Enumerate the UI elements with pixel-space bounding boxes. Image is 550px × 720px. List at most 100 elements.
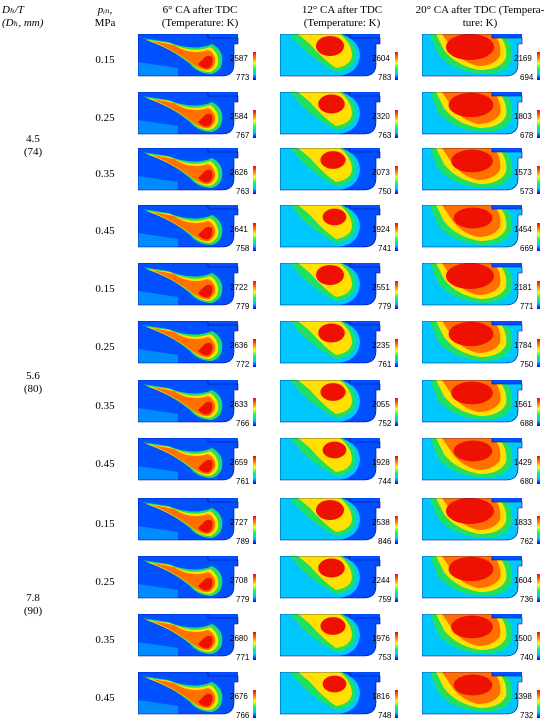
combustion-chamber-contour: [422, 34, 523, 77]
temperature-colorbar: [537, 456, 540, 484]
max-temperature-label: 1561: [514, 400, 532, 409]
temperature-contour-cell: 2320 763: [280, 92, 420, 140]
max-temperature-label: 1429: [514, 458, 532, 467]
temperature-colorbar: [395, 456, 398, 484]
min-temperature-label: 753: [378, 653, 392, 662]
temperature-colorbar: [537, 574, 540, 602]
combustion-chamber-contour: [422, 321, 523, 364]
diameter-label: (Dₕ, mm): [2, 17, 44, 29]
max-temperature-label: 2584: [230, 112, 248, 121]
combustion-chamber-contour: [280, 92, 381, 135]
temperature-contour-cell: 1500 740: [422, 614, 550, 662]
max-temperature-label: 2181: [514, 283, 532, 292]
max-temperature-label: 2680: [230, 634, 248, 643]
temperature-contour-cell: 1784 750: [422, 321, 550, 369]
temperature-colorbar: [395, 339, 398, 367]
min-temperature-label: 772: [236, 360, 250, 369]
combustion-chamber-contour: [138, 263, 239, 306]
max-temperature-label: 1816: [372, 692, 390, 701]
combustion-chamber-contour: [280, 438, 381, 481]
min-temperature-label: 762: [520, 537, 534, 546]
temperature-contour-cell: 2538 846: [280, 498, 420, 546]
max-temperature-label: 1398: [514, 692, 532, 701]
combustion-chamber-contour: [138, 556, 239, 599]
pin-value: 0.35: [95, 400, 115, 412]
temperature-contour-cell: 1816 748: [280, 672, 420, 720]
temperature-colorbar: [253, 632, 256, 660]
temperature-colorbar: [395, 110, 398, 138]
max-temperature-label: 1604: [514, 576, 532, 585]
combustion-chamber-contour: [280, 672, 381, 715]
combustion-chamber-contour: [138, 672, 239, 715]
temperature-contour-cell: 2641 758: [138, 205, 278, 253]
combustion-chamber-contour: [138, 205, 239, 248]
column-header-line1: 20° CA after TDC (Tempera-: [415, 4, 545, 16]
temperature-colorbar: [253, 516, 256, 544]
max-temperature-label: 2169: [514, 54, 532, 63]
temperature-contour-cell: 2708 779: [138, 556, 278, 604]
combustion-chamber-contour: [422, 498, 523, 541]
combustion-chamber-contour: [280, 556, 381, 599]
min-temperature-label: 767: [236, 131, 250, 140]
pin-value: 0.25: [95, 576, 115, 588]
temperature-colorbar: [395, 223, 398, 251]
temperature-colorbar: [253, 166, 256, 194]
min-temperature-label: 779: [378, 302, 392, 311]
combustion-chamber-contour: [138, 92, 239, 135]
temperature-contour-cell: 1833 762: [422, 498, 550, 546]
column-header-line1: 12° CA after TDC: [301, 4, 383, 16]
temperature-contour-cell: 1561 688: [422, 380, 550, 428]
combustion-chamber-contour: [138, 148, 239, 191]
temperature-colorbar: [537, 516, 540, 544]
temperature-contour-cell: 2181 771: [422, 263, 550, 311]
max-temperature-label: 2727: [230, 518, 248, 527]
pin-value: 0.45: [95, 458, 115, 470]
temperature-colorbar: [395, 690, 398, 718]
temperature-contour-cell: 2604 783: [280, 34, 420, 82]
temperature-contour-cell: 1976 753: [280, 614, 420, 662]
pin-value: 0.35: [95, 634, 115, 646]
pin-label: pᵢₙ,: [97, 4, 113, 16]
temperature-contour-cell: 2722 779: [138, 263, 278, 311]
temperature-contour-cell: 2633 766: [138, 380, 278, 428]
temperature-contour-cell: 1803 678: [422, 92, 550, 140]
min-temperature-label: 846: [378, 537, 392, 546]
pin-value: 0.45: [95, 225, 115, 237]
max-temperature-label: 2626: [230, 168, 248, 177]
min-temperature-label: 750: [520, 360, 534, 369]
pin-value: 0.15: [95, 54, 115, 66]
temperature-contour-cell: 1924 741: [280, 205, 420, 253]
min-temperature-label: 573: [520, 187, 534, 196]
combustion-chamber-contour: [280, 498, 381, 541]
min-temperature-label: 783: [378, 73, 392, 82]
pin-value: 0.25: [95, 341, 115, 353]
min-temperature-label: 688: [520, 419, 534, 428]
max-temperature-label: 2235: [372, 341, 390, 350]
combustion-chamber-contour: [422, 672, 523, 715]
pin-value: 0.45: [95, 692, 115, 704]
min-temperature-label: 766: [236, 419, 250, 428]
combustion-chamber-contour: [422, 148, 523, 191]
combustion-chamber-contour: [280, 263, 381, 306]
max-temperature-label: 1573: [514, 168, 532, 177]
group-label-3: 7.8 (90): [18, 592, 48, 618]
temperature-colorbar: [395, 574, 398, 602]
temperature-contour-cell: 2235 761: [280, 321, 420, 369]
max-temperature-label: 2551: [372, 283, 390, 292]
combustion-chamber-contour: [280, 321, 381, 364]
pin-value: 0.25: [95, 112, 115, 124]
temperature-contour-cell: 1928 744: [280, 438, 420, 486]
temperature-colorbar: [395, 166, 398, 194]
temperature-colorbar: [395, 52, 398, 80]
column-header-line2: ture: K): [462, 17, 498, 29]
combustion-chamber-contour: [280, 148, 381, 191]
min-temperature-label: 771: [236, 653, 250, 662]
min-temperature-label: 669: [520, 244, 534, 253]
temperature-contour-cell: 1429 680: [422, 438, 550, 486]
min-temperature-label: 761: [236, 477, 250, 486]
min-temperature-label: 740: [520, 653, 534, 662]
temperature-colorbar: [253, 574, 256, 602]
temperature-colorbar: [537, 223, 540, 251]
combustion-chamber-contour: [138, 321, 239, 364]
temperature-contour-cell: 2584 767: [138, 92, 278, 140]
